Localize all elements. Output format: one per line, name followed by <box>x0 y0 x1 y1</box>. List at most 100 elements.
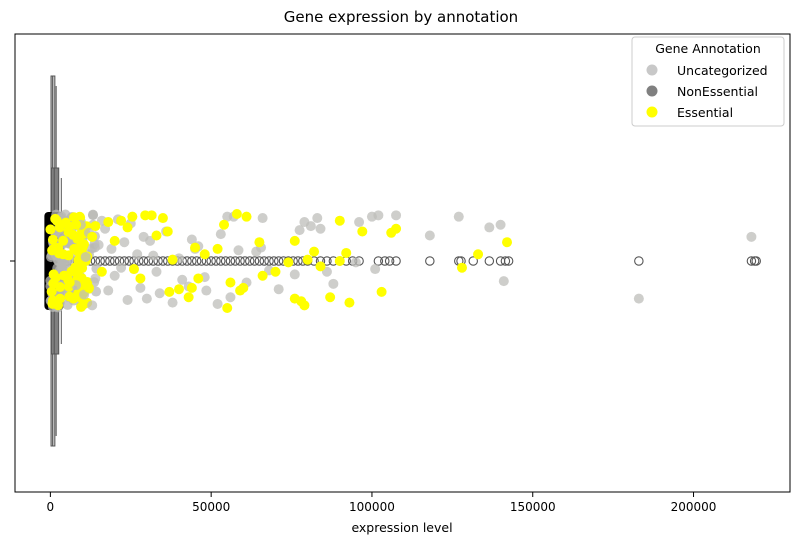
point-essential <box>212 243 223 254</box>
outlier-point <box>216 256 226 266</box>
legend-marker <box>646 85 658 97</box>
legend-marker <box>646 106 658 118</box>
point-uncategorized <box>225 292 236 303</box>
outlier-point <box>100 256 110 266</box>
outlier-point <box>503 256 514 266</box>
point-uncategorized <box>453 211 464 222</box>
point-uncategorized <box>746 231 757 242</box>
x-axis-label: expression level <box>351 520 452 535</box>
point-uncategorized <box>177 274 188 285</box>
outlier-point <box>484 256 495 266</box>
point-essential <box>190 242 201 253</box>
point-essential <box>302 254 313 265</box>
outlier-point <box>269 256 279 266</box>
legend-label: NonEssential <box>677 84 758 99</box>
x-tick-label: 200000 <box>671 500 717 514</box>
point-uncategorized <box>106 243 117 254</box>
point-essential <box>116 215 127 226</box>
legend-title: Gene Annotation <box>655 41 761 56</box>
point-uncategorized <box>633 293 644 304</box>
point-essential <box>334 215 345 226</box>
outlier-point <box>191 256 202 266</box>
point-essential <box>135 273 146 284</box>
point-essential <box>71 219 82 230</box>
outlier-point <box>225 256 236 266</box>
outlier-point <box>249 256 260 266</box>
x-tick-label: 0 <box>47 500 55 514</box>
point-uncategorized <box>167 297 178 308</box>
point-essential <box>167 254 178 265</box>
outlier-point <box>254 256 265 266</box>
outlier-point <box>384 256 395 266</box>
point-uncategorized <box>424 230 435 241</box>
point-essential <box>90 221 101 232</box>
point-uncategorized <box>328 278 339 289</box>
outlier-point <box>380 256 390 266</box>
legend-marker <box>646 64 658 76</box>
point-essential <box>257 270 268 281</box>
point-uncategorized <box>116 262 127 273</box>
outlier-point <box>500 256 511 266</box>
outlier-point <box>95 256 105 266</box>
point-uncategorized <box>305 221 316 232</box>
outlier-point <box>468 256 478 266</box>
cluster-point-uncategorized <box>88 210 99 221</box>
point-essential <box>58 249 69 260</box>
point-essential <box>77 242 88 253</box>
plot-frame <box>14 33 791 493</box>
point-essential <box>103 217 114 228</box>
outlier-point <box>124 256 134 266</box>
cluster-point-essential <box>58 235 69 246</box>
point-essential <box>162 226 173 237</box>
point-uncategorized <box>289 269 300 280</box>
outlier-point <box>425 256 435 266</box>
point-essential <box>386 227 397 238</box>
point-essential <box>48 269 59 280</box>
point-essential <box>222 303 233 313</box>
point-essential <box>128 264 139 275</box>
point-essential <box>199 249 210 260</box>
point-uncategorized <box>312 213 323 224</box>
point-uncategorized <box>222 211 233 222</box>
point-uncategorized <box>294 225 305 236</box>
x-tick-label: 150000 <box>510 500 556 514</box>
point-essential <box>344 297 355 308</box>
point-essential <box>55 293 66 304</box>
point-essential <box>502 237 513 248</box>
outlier-point <box>235 256 245 266</box>
x-tick-label: 50000 <box>192 500 230 514</box>
outlier-point <box>634 256 644 266</box>
point-uncategorized <box>391 210 402 221</box>
outlier-point <box>746 256 757 266</box>
point-essential <box>357 226 368 237</box>
outlier-point <box>245 256 255 266</box>
point-essential <box>225 277 236 288</box>
cluster-point-essential <box>64 291 75 302</box>
point-essential <box>235 285 246 296</box>
point-essential <box>219 219 230 230</box>
point-essential <box>341 247 352 258</box>
outlier-point <box>751 256 761 266</box>
legend: Gene Annotation Uncategorized NonEssentia… <box>631 36 785 127</box>
point-essential <box>122 222 133 233</box>
point-essential <box>51 215 62 226</box>
point-essential <box>157 213 168 224</box>
point-uncategorized <box>484 222 495 233</box>
outlier-point <box>105 256 115 266</box>
outlier-point <box>240 256 250 266</box>
cluster-point-essential <box>74 211 85 222</box>
point-essential <box>183 292 194 303</box>
point-uncategorized <box>212 298 223 309</box>
point-essential <box>315 261 326 272</box>
outlier-point <box>109 256 120 266</box>
point-uncategorized <box>93 239 104 250</box>
outlier-point <box>211 256 221 266</box>
point-essential <box>186 282 197 293</box>
legend-label: Uncategorized <box>677 63 768 78</box>
point-uncategorized <box>315 223 326 234</box>
outlier-point <box>187 256 197 266</box>
outlier-point <box>259 256 269 266</box>
outlier-point <box>264 256 274 266</box>
cluster-point-essential <box>72 272 83 283</box>
point-uncategorized <box>87 300 98 311</box>
